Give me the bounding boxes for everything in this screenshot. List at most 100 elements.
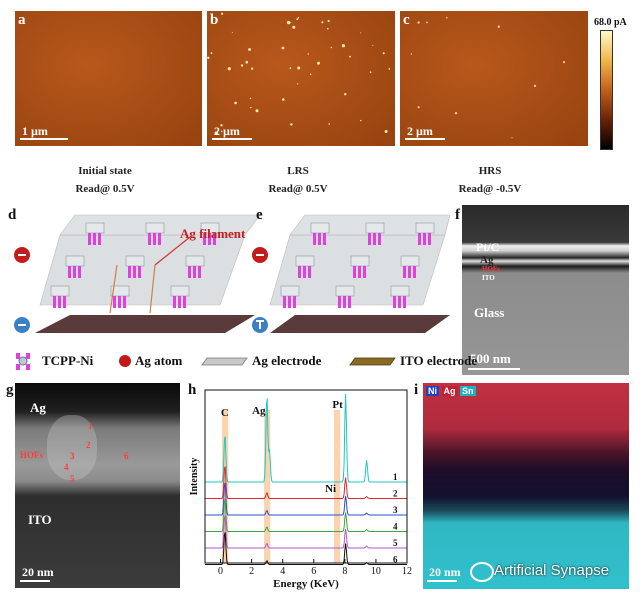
current-spot [251,67,254,70]
current-spot [207,56,210,59]
series-label: 5 [393,538,398,548]
legend-ni: Ni [426,386,439,396]
x-tick-label: 4 [280,566,285,577]
stem-ito-label: ITO [28,512,52,527]
current-spot [417,21,420,24]
spectrum-line [205,499,407,532]
schematic-e [252,214,450,333]
current-spot [220,124,223,127]
caption-state-2: LRS [287,165,309,177]
current-spot [307,53,309,55]
current-spot [297,83,299,85]
caption-state-3: HRS [478,165,502,177]
current-spot [296,18,299,21]
stem-hofs-label: HOFs [20,450,44,460]
stem-point-6: 6 [124,451,129,461]
current-spot [327,27,329,30]
x-tick-label: 10 [371,566,381,577]
eds-map-legend: Ni Ag Sn [426,386,476,396]
current-spot [297,66,301,70]
current-spot [282,98,285,101]
current-spot [286,20,291,25]
current-spot [321,21,324,24]
scalebar-c-label: 2 µm [407,124,433,138]
scalebar-f [468,368,520,370]
tcpp-ni-unit [85,222,105,245]
current-spot [220,130,223,133]
tcpp-ni-unit [65,255,85,278]
tcpp-ni-unit [185,255,205,278]
tcpp-ni-unit [280,285,300,308]
stem-point-4: 4 [64,462,69,472]
current-spot [497,25,500,28]
x-tick-label: 8 [342,566,347,577]
schematic-d [14,214,261,333]
tcpp-ni-icon [16,353,30,370]
watermark-text: Artificial Synapse [494,562,610,579]
tcpp-ni-unit [145,222,165,245]
panel-letter-e: e [256,207,263,223]
eds-map [423,383,629,589]
afm-map-c [400,11,588,146]
current-spot [388,68,391,70]
scalebar-b-label: 2 µm [214,124,240,138]
legend-icons [16,353,396,370]
current-spot [360,32,362,34]
current-spot [245,60,249,64]
tcpp-ni-unit [365,222,385,245]
legend-ag-atom: Ag atom [135,353,183,368]
device-schematics [14,214,450,333]
current-spot [511,137,513,139]
legend-ag-electrode: Ag electrode [252,353,322,368]
series-label: 3 [393,505,398,515]
ito-electrode-icon [349,357,396,366]
current-spot [328,123,330,125]
layer-glass: Glass [474,305,505,320]
stem-point-5: 5 [70,474,75,484]
current-spot [533,84,537,88]
panel-letter-i: i [414,382,419,398]
tcpp-ni-unit [200,222,220,245]
current-spot [562,61,566,64]
current-spot [327,19,330,23]
ag-filament-label: Ag filament [180,226,246,241]
x-tick-label: 0 [218,566,223,577]
spectrum-line [205,515,407,549]
panel-letter-a: a [18,12,26,28]
current-spot [210,52,213,54]
tcpp-ni-unit [125,255,145,278]
spectrum-line [205,482,407,516]
scalebar-c [405,138,445,140]
legend-ag: Ag [441,386,458,396]
current-spot [410,53,413,55]
highlight-band [264,410,271,563]
caption-read-2: Read@ 0.5V [268,183,328,195]
scalebar-i-label: 20 nm [429,565,461,579]
peak-label: Pt [332,399,343,411]
current-spot [255,109,259,113]
tcpp-ni-unit [415,222,435,245]
layer-hofs: HOFs [482,265,500,273]
spectrum-line [205,466,407,499]
current-spot [292,25,296,29]
series-label: 6 [393,555,398,565]
current-spot [281,46,285,50]
stem-point-1: 1 [88,421,93,431]
stem-image [15,383,180,588]
x-tick-label: 6 [311,566,316,577]
caption-read-1: Read@ 0.5V [75,183,135,195]
tcpp-ni-unit [110,285,130,308]
scalebar-i [427,580,457,582]
current-spot [249,97,252,100]
plot-frame [204,389,408,564]
x-tick-label: 2 [249,566,254,577]
layer-ptc: Pt/C [476,240,500,254]
peak-label: C [221,407,229,419]
series-label: 1 [393,472,398,482]
current-spot [454,112,458,115]
tcpp-ni-unit [350,255,370,278]
current-spot [369,71,372,73]
stem-ag-label: Ag [30,400,46,415]
panel-letter-f: f [455,207,460,223]
tcpp-ni-unit [295,255,315,278]
